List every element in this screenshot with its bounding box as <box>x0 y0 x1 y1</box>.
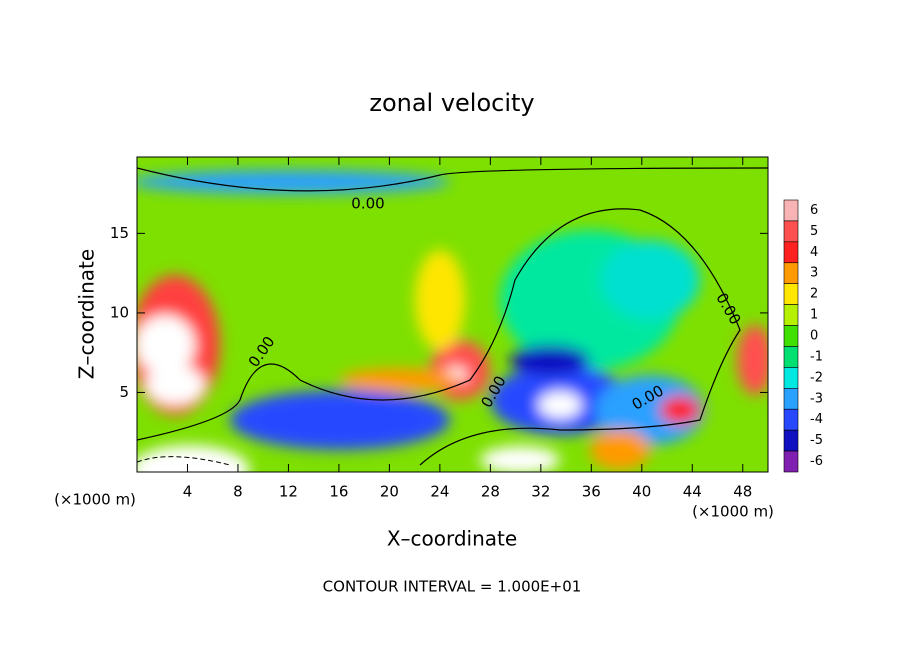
x-tick-label: 36 <box>582 483 601 501</box>
y-unit: (×1000 m) <box>54 491 136 509</box>
y-tick-label: 5 <box>119 383 129 401</box>
colorbar-label: -3 <box>810 391 823 406</box>
colorbar-box <box>783 388 799 410</box>
field <box>137 157 768 472</box>
colorbar-label: 0 <box>810 329 818 344</box>
colorbar-box <box>783 408 799 431</box>
colorbar-label: 6 <box>810 203 818 218</box>
colorbar-box <box>783 346 799 368</box>
y-tick-label: 15 <box>110 224 129 242</box>
colorbar-label: -4 <box>810 412 823 427</box>
x-unit: (×1000 m) <box>692 503 774 521</box>
y-tick-label: 10 <box>110 303 129 321</box>
x-tick-label: 20 <box>380 483 399 501</box>
x-tick-label: 24 <box>430 483 449 501</box>
colorbar-label: -2 <box>810 370 823 385</box>
colorbar-label: 5 <box>810 224 818 239</box>
colorbar-label: -5 <box>810 433 823 448</box>
x-tick-label: 4 <box>183 483 193 501</box>
x-axis-label: X–coordinate <box>387 527 517 551</box>
contour-label: 0.00 <box>351 195 384 213</box>
colorbar-box <box>783 367 799 389</box>
colorbar-label: 1 <box>810 308 818 323</box>
footer: CONTOUR INTERVAL = 1.000E+01 <box>323 578 582 596</box>
x-tick-label: 44 <box>683 483 702 501</box>
colorbar-label: -1 <box>810 349 823 364</box>
x-tick-label: 40 <box>632 483 651 501</box>
colorbar-box <box>783 220 799 243</box>
colorbar-box <box>783 325 799 347</box>
colorbar-box <box>783 450 799 473</box>
x-tick-label: 48 <box>733 483 752 501</box>
colorbar-label: 2 <box>810 287 818 302</box>
x-tick-label: 32 <box>531 483 550 501</box>
colorbar-label: 3 <box>810 266 818 281</box>
colorbar-label: 4 <box>810 245 818 260</box>
x-tick-label: 28 <box>481 483 500 501</box>
colorbar-box <box>783 199 799 222</box>
x-tick-label: 12 <box>279 483 298 501</box>
x-tick-label: 8 <box>233 483 243 501</box>
colorbar-box <box>783 304 799 326</box>
colorbar-box <box>783 283 799 305</box>
x-tick-label: 16 <box>329 483 348 501</box>
colorbar-label: -6 <box>810 454 823 469</box>
colorbar-box <box>783 241 799 264</box>
y-axis-label: Z–coordinate <box>75 249 99 379</box>
colorbar-box <box>783 429 799 452</box>
plot-frame <box>136 156 769 473</box>
colorbar-box <box>783 262 799 284</box>
chart-title: zonal velocity <box>369 89 534 117</box>
